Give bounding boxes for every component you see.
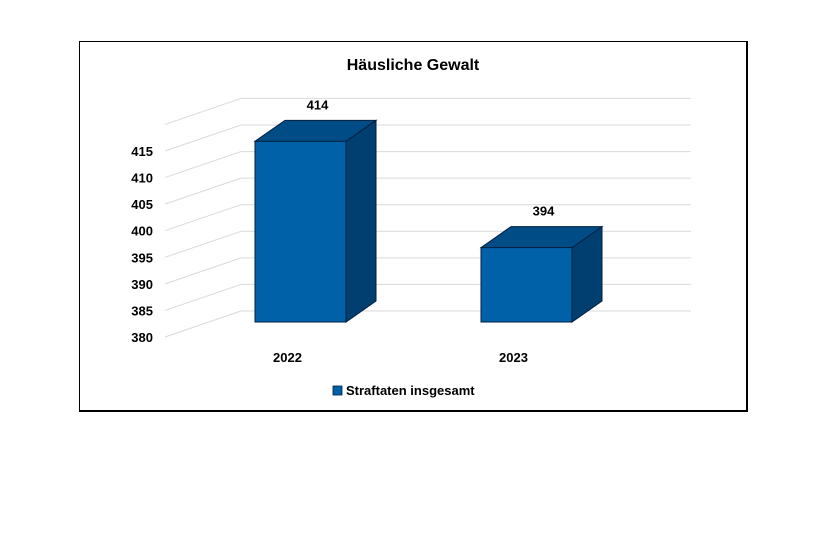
y-tick-label: 380 <box>131 330 153 345</box>
chart-title: Häusliche Gewalt <box>347 57 480 74</box>
legend-label: Straftaten insgesamt <box>346 383 475 398</box>
bar-2023 <box>480 247 573 323</box>
legend-swatch <box>332 385 343 396</box>
bar-side-2022 <box>345 119 377 323</box>
y-tick-label: 400 <box>131 224 153 239</box>
gridline-side <box>164 151 242 179</box>
labels: 414 2022 394 2023 <box>273 97 555 365</box>
bar-2022 <box>254 140 347 323</box>
legend: Straftaten insgesamt <box>332 383 475 398</box>
gridline-side <box>164 97 242 125</box>
y-tick-label: 410 <box>131 171 153 186</box>
gridline-side <box>164 283 242 311</box>
gridline-side <box>164 204 242 232</box>
gridline-side <box>164 257 242 285</box>
gridline-side <box>164 177 242 205</box>
gridline-side <box>164 124 242 152</box>
data-label: 394 <box>533 204 555 219</box>
gridline-side <box>164 310 242 338</box>
y-tick-label: 390 <box>131 277 153 292</box>
y-tick-label: 395 <box>131 250 153 265</box>
x-tick-label: 2023 <box>499 350 528 365</box>
bars <box>253 119 604 323</box>
y-tick-label: 385 <box>131 303 153 318</box>
y-tick-label: 405 <box>131 197 153 212</box>
gridlines <box>164 97 691 338</box>
data-label: 414 <box>307 97 329 112</box>
y-axis: 380 385 390 395 400 405 410 415 <box>131 144 153 345</box>
chart-frame <box>79 41 748 412</box>
gridline-side <box>164 230 242 258</box>
x-tick-label: 2022 <box>273 350 302 365</box>
y-tick-label: 415 <box>131 144 153 159</box>
